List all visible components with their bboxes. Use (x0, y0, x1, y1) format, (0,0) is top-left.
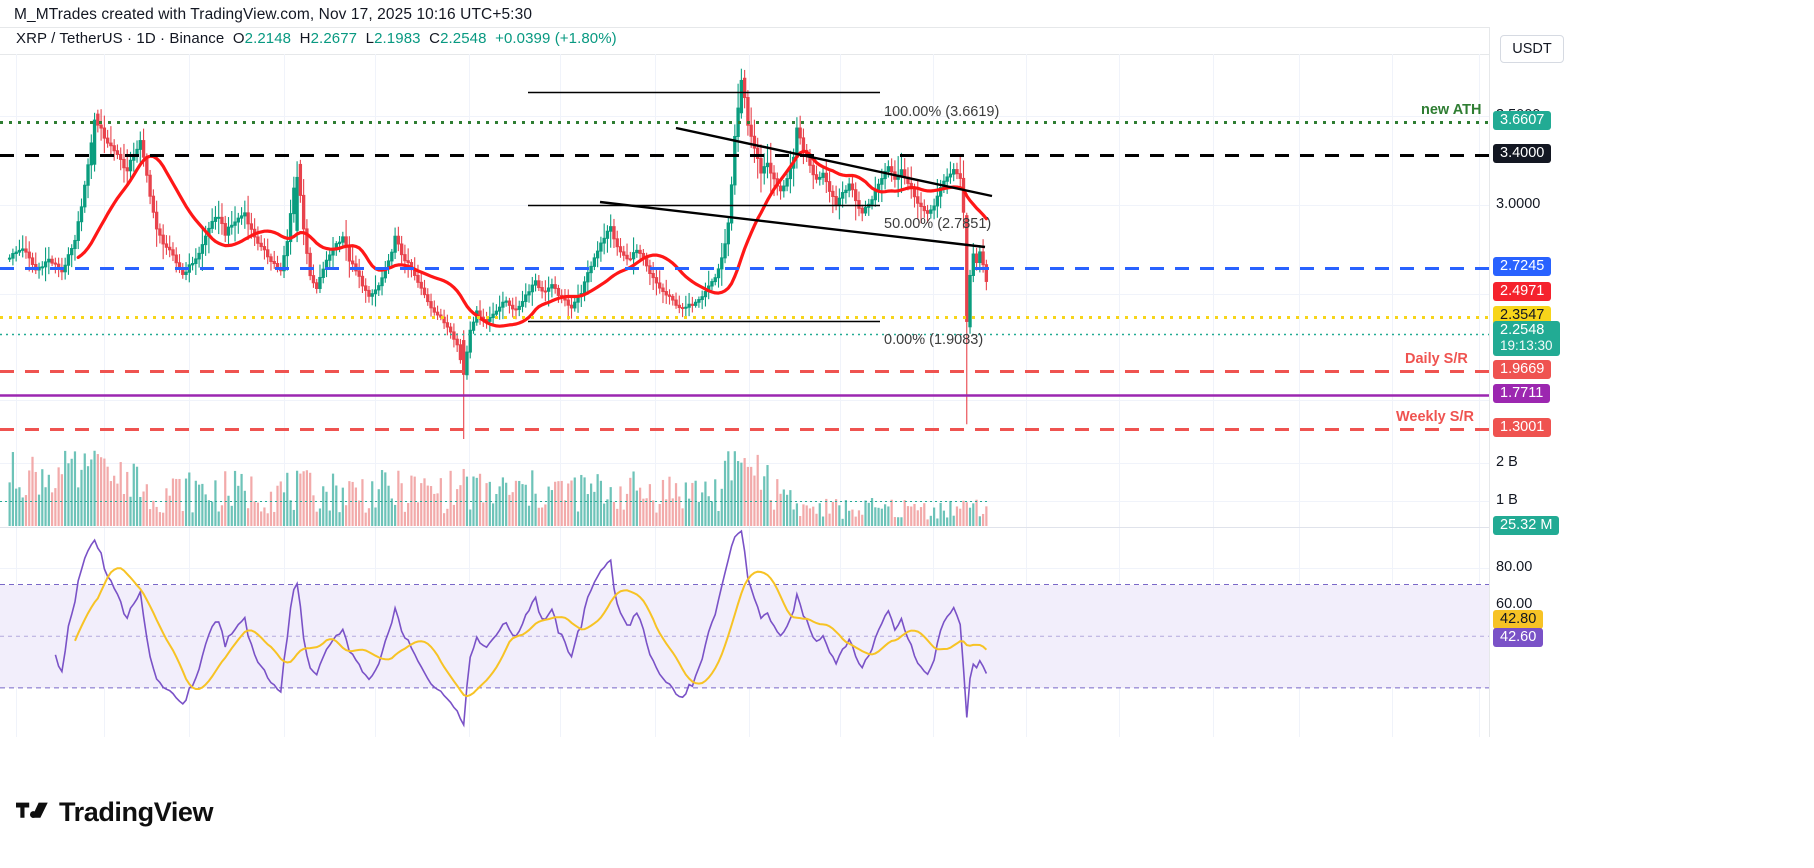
rsi-chip-value[interactable]: 42.60 (1493, 628, 1544, 647)
study-lines-overlay (0, 121, 1489, 431)
new-ath-line-label: new ATH (1421, 102, 1482, 118)
daily-sr-line-label: Daily S/R (1405, 351, 1468, 367)
legend-change: +0.0399 (+1.80%) (495, 30, 617, 47)
wedge-upper-trendline (675, 126, 993, 198)
price-chip-daily-sr[interactable]: 1.9669 (1493, 360, 1552, 379)
legend-low-value: 2.1983 (374, 30, 421, 47)
wedge-lower-trendline (599, 200, 986, 249)
legend-interval[interactable]: 1D (136, 30, 156, 47)
price-chip-weekly-sr[interactable]: 1.3001 (1493, 418, 1552, 437)
axis-tick-6000: 60.00 (1496, 596, 1533, 612)
moving-average-line (76, 149, 988, 328)
axis-tick-8000: 80.00 (1496, 559, 1533, 575)
footer: TradingView (0, 737, 1814, 868)
tradingview-logo: TradingView (16, 797, 214, 828)
volume-series (0, 450, 988, 526)
rsi-line (54, 529, 988, 728)
last-price-value: 2.2548 (1500, 322, 1545, 338)
rsi-series (0, 529, 1489, 728)
rsi-ma-line (74, 567, 988, 698)
volume-value-chip[interactable]: 25.32 M (1493, 516, 1560, 535)
countdown-timer: 19:13:30 (1500, 337, 1553, 353)
price-chip-purple-level[interactable]: 1.7711 (1493, 384, 1551, 403)
legend-sep-2: · (155, 30, 170, 47)
tradingview-mark-icon (16, 802, 48, 818)
legend-sep-1: · (122, 30, 137, 47)
drawing-tools[interactable] (0, 0, 1489, 737)
fib-100[interactable]: 100.00% (3.6619) (884, 104, 1000, 120)
fib-0[interactable]: 0.00% (1.9083) (884, 332, 984, 348)
price-axis[interactable]: USDT 3.50003.00001.50002 B1 B80.0060.003… (1489, 27, 1814, 737)
attribution-text: M_MTrades created with TradingView.com, … (14, 6, 533, 23)
legend-open-value: 2.2148 (244, 30, 292, 47)
last-price-chip[interactable]: 2.2548 19:13:30 (1493, 321, 1560, 357)
fib-50[interactable]: 50.00% (2.7851) (884, 216, 992, 232)
axis-tick-1b: 1 B (1496, 492, 1518, 508)
legend-symbol[interactable]: XRP / TetherUS (16, 30, 123, 47)
legend-close-key: C (429, 30, 441, 47)
price-chip-blue-level[interactable]: 2.7245 (1493, 257, 1552, 276)
axis-tick-30000: 3.0000 (1496, 196, 1541, 212)
legend-close-value: 2.2548 (440, 30, 487, 47)
symbol-legend[interactable]: XRP / TetherUS · 1D · Binance O2.2148 H2… (16, 30, 617, 47)
price-chip-ma[interactable]: 2.4971 (1493, 282, 1552, 301)
legend-low-key: L (365, 30, 375, 47)
price-chip-resistance[interactable]: 3.4000 (1493, 144, 1552, 163)
price-chip-new-ath[interactable]: 3.6607 (1493, 111, 1552, 130)
price-chip-yellow-level[interactable]: 2.3547 (1493, 306, 1552, 325)
weekly-sr-line-label: Weekly S/R (1396, 409, 1474, 425)
legend-open-key: O (232, 30, 245, 47)
tradingview-wordmark: TradingView (59, 797, 214, 827)
legend-exchange[interactable]: Binance (169, 30, 225, 47)
legend-high-key: H (299, 30, 311, 47)
candlestick-series[interactable] (0, 0, 1489, 737)
currency-badge[interactable]: USDT (1500, 35, 1564, 63)
axis-tick-2b: 2 B (1496, 454, 1518, 470)
legend-high-value: 2.2677 (310, 30, 358, 47)
rsi-chip-ma[interactable]: 42.80 (1493, 610, 1544, 629)
